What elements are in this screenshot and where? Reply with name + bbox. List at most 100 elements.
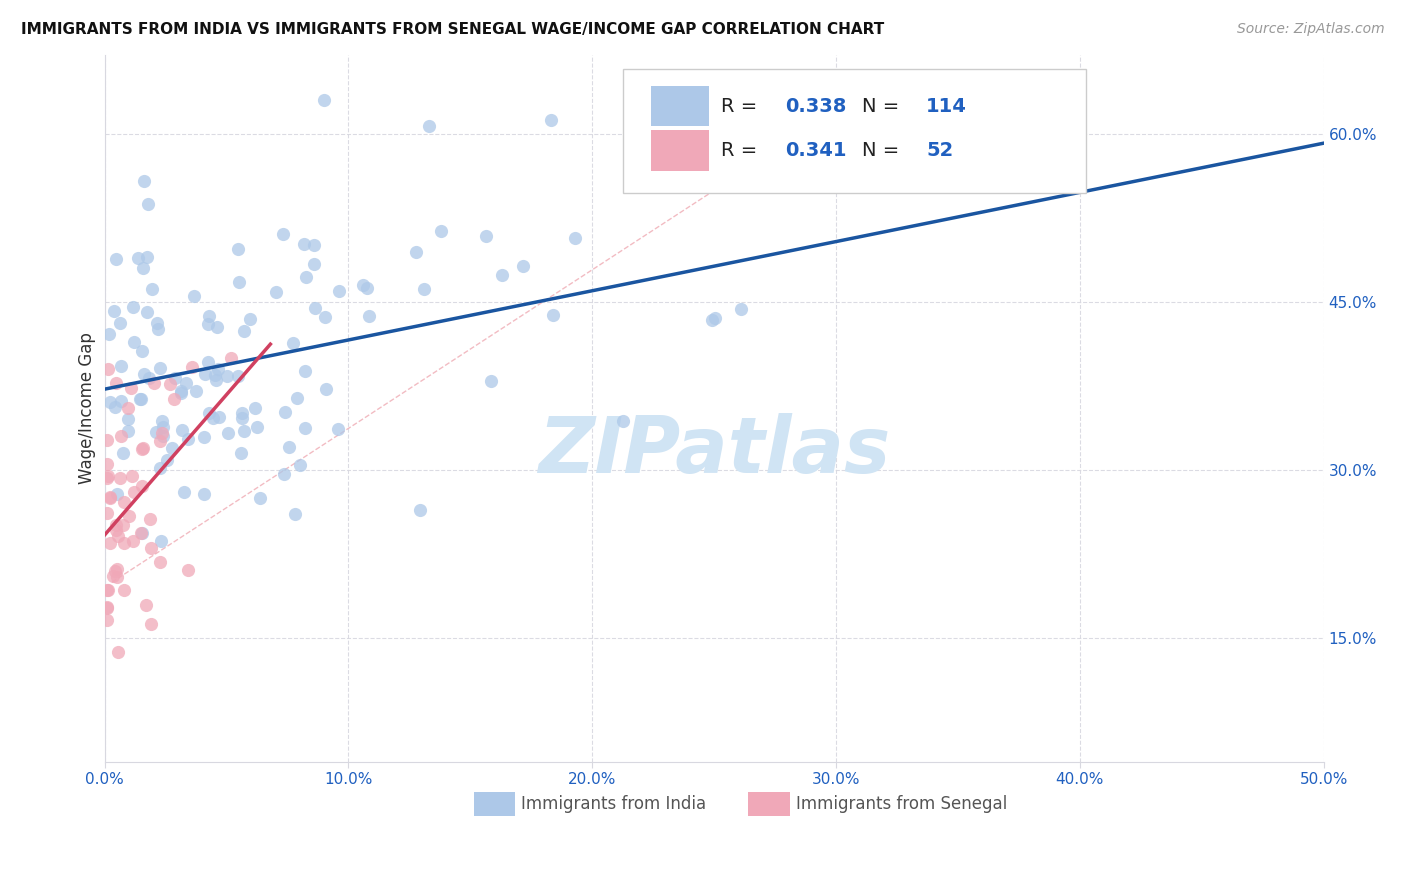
Point (292, 237, 315, 252)
Point (136, 196, 159, 211)
Point (112, 582, 135, 597)
Point (177, 433, 200, 447)
Point (104, 565, 127, 579)
Point (273, 227, 295, 242)
Point (315, 382, 337, 396)
Point (184, 384, 207, 398)
Point (96, 582, 118, 597)
Point (98, 490, 121, 504)
Point (134, 174, 156, 188)
Point (304, 301, 326, 315)
Point (217, 426, 239, 441)
Point (129, 392, 152, 407)
Point (103, 303, 125, 318)
Point (131, 344, 153, 359)
Point (174, 376, 197, 390)
Point (198, 406, 221, 420)
Point (512, 259, 534, 273)
Point (141, 282, 163, 296)
Point (149, 434, 172, 448)
Point (135, 598, 157, 612)
Point (228, 242, 250, 256)
Point (104, 376, 127, 391)
Point (107, 529, 129, 543)
Point (131, 478, 153, 492)
Point (357, 309, 380, 323)
Point (96, 613, 118, 627)
Point (98, 395, 121, 409)
Point (177, 563, 200, 577)
Text: Source: ZipAtlas.com: Source: ZipAtlas.com (1237, 22, 1385, 37)
Point (277, 440, 299, 454)
Text: Immigrants from India: Immigrants from India (522, 795, 707, 814)
Point (314, 93, 336, 107)
Point (294, 364, 316, 378)
Point (150, 533, 173, 548)
Text: N =: N = (862, 96, 905, 115)
Point (207, 362, 229, 376)
Point (172, 423, 194, 437)
Point (127, 251, 149, 265)
Point (273, 467, 295, 482)
Point (110, 393, 132, 408)
Point (96, 433, 118, 447)
Point (97, 361, 120, 376)
Point (146, 316, 169, 330)
Point (131, 526, 153, 541)
Point (104, 400, 127, 414)
Point (141, 617, 163, 632)
Point (304, 257, 326, 271)
Text: ZIPatlas: ZIPatlas (538, 413, 890, 489)
Text: 0.338: 0.338 (785, 96, 846, 115)
Point (104, 523, 127, 537)
Point (138, 371, 160, 385)
Point (132, 261, 155, 276)
Point (96, 600, 118, 615)
Point (104, 518, 127, 533)
Point (132, 441, 155, 455)
Point (183, 289, 205, 303)
Point (543, 308, 565, 322)
Point (122, 485, 145, 500)
Point (704, 311, 727, 326)
Point (730, 301, 752, 316)
Point (204, 368, 226, 383)
Point (96, 601, 118, 615)
Point (111, 446, 134, 460)
Point (129, 392, 152, 406)
Y-axis label: Wage/Income Gap: Wage/Income Gap (79, 333, 96, 484)
Point (205, 373, 228, 387)
Point (136, 251, 159, 265)
Point (231, 406, 253, 420)
Text: R =: R = (721, 96, 763, 115)
Point (702, 313, 724, 327)
Point (352, 278, 374, 293)
Point (264, 285, 287, 299)
Point (180, 359, 202, 374)
Point (105, 252, 128, 266)
Point (105, 570, 128, 584)
Point (160, 441, 183, 455)
Point (101, 568, 124, 582)
Point (121, 534, 143, 549)
Point (475, 229, 498, 244)
Point (165, 371, 187, 385)
Point (152, 419, 174, 434)
Point (295, 269, 318, 284)
Point (246, 420, 269, 434)
Point (121, 469, 143, 483)
Point (117, 424, 139, 438)
Point (207, 320, 229, 334)
Point (418, 119, 440, 133)
FancyBboxPatch shape (651, 130, 709, 171)
Point (173, 485, 195, 500)
Point (239, 312, 262, 326)
Point (294, 421, 316, 435)
Point (107, 645, 129, 659)
Text: N =: N = (862, 141, 905, 160)
Point (274, 405, 297, 419)
Point (111, 518, 134, 533)
Point (430, 223, 453, 237)
Point (135, 305, 157, 319)
Point (139, 512, 162, 526)
